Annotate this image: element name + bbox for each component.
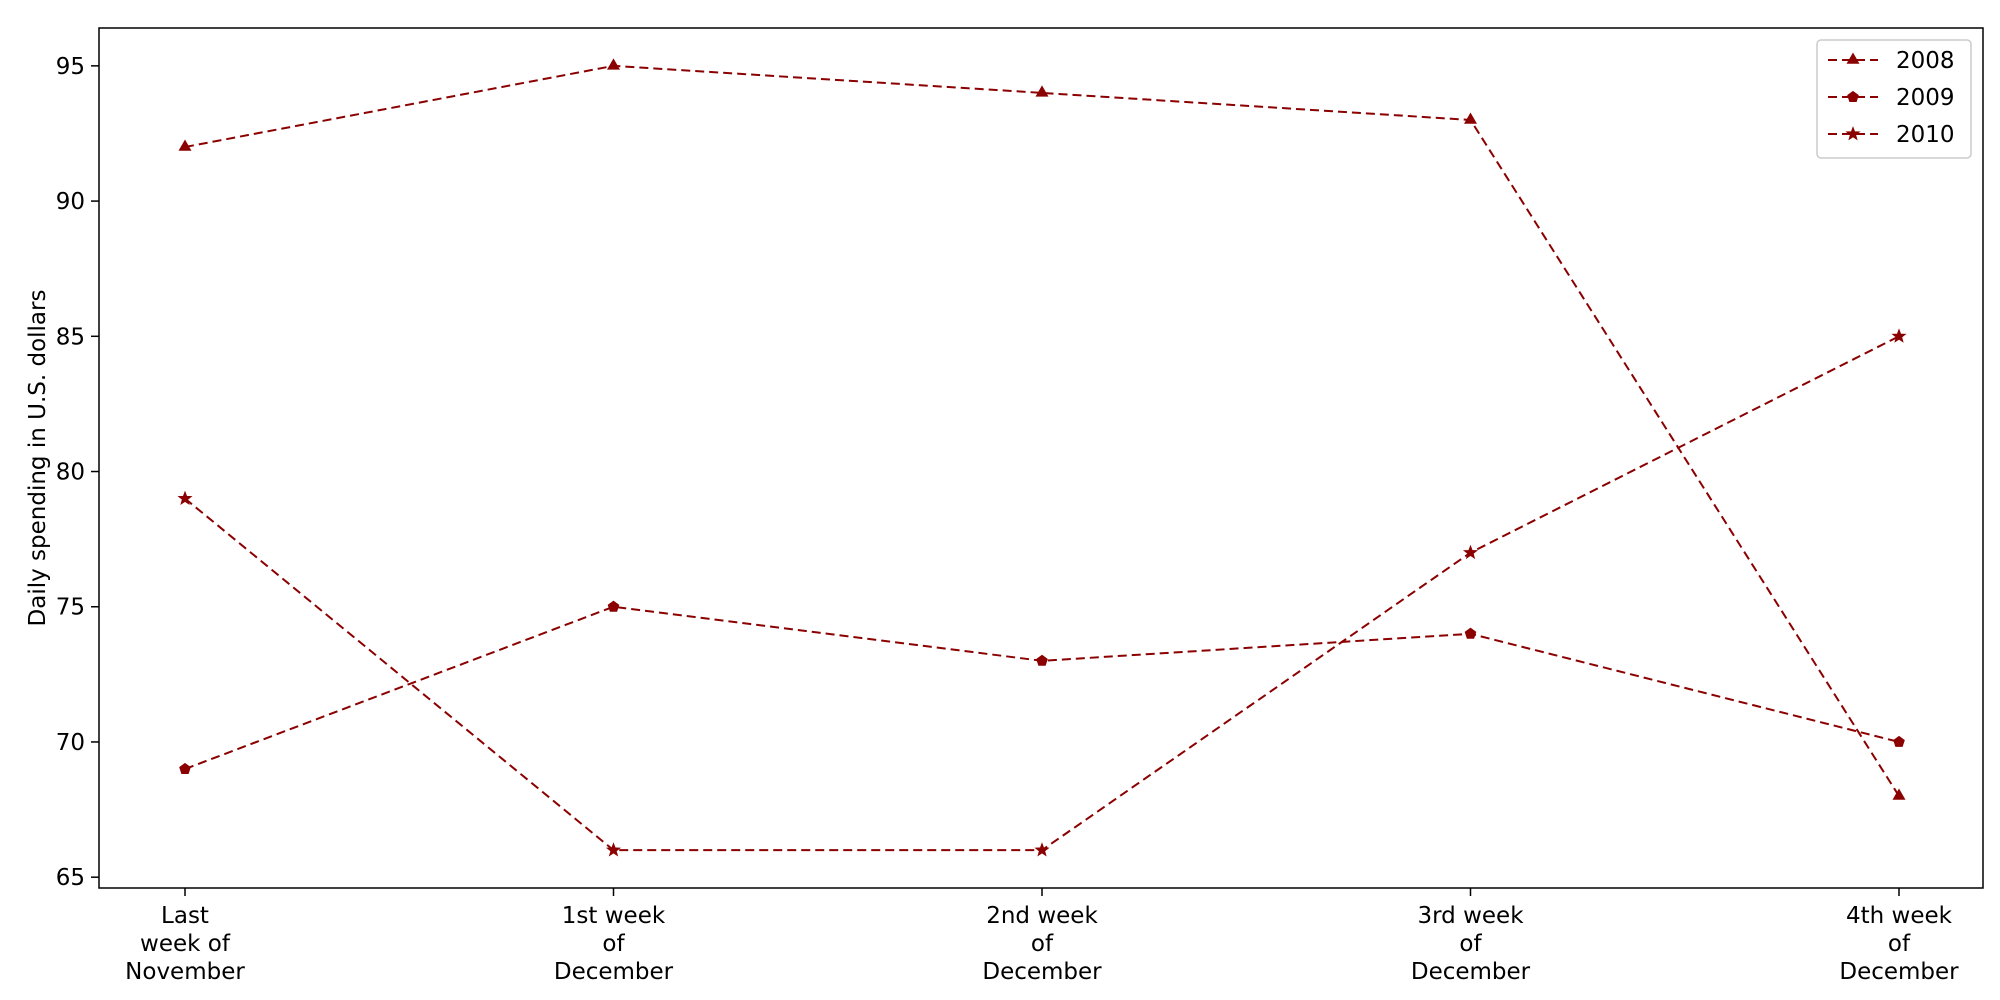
x-tick-label: 2nd week of December [982,903,1102,985]
y-tick-label: 80 [56,460,85,486]
legend-marker [1847,90,1859,102]
data-point [1891,328,1907,343]
y-tick-label: 90 [56,189,85,215]
data-point [177,490,193,505]
legend-label: 2009 [1896,85,1955,111]
series-2010 [177,328,1907,857]
y-tick-label: 70 [56,730,85,756]
x-axis: Last week of November 1st week of December 2nd… [125,888,1959,985]
data-point [178,139,192,151]
data-point [179,762,191,774]
data-point [1462,544,1479,560]
legend-marker [1845,126,1861,141]
series-line [184,605,1900,770]
data-point [1034,842,1050,857]
data-point [605,842,622,857]
legend-frame [1816,39,1972,159]
x-tick-label: 4th week of December [1839,903,1959,985]
y-tick-label: 65 [56,865,85,891]
series-layer [177,58,1907,857]
series-2008 [178,58,1906,800]
data-point [1036,654,1048,666]
y-tick-label: 75 [56,595,85,621]
legend-label: 2010 [1896,122,1955,148]
plot-area-frame [98,27,1984,889]
legend-marker [1846,52,1860,64]
data-point [1464,627,1477,639]
data-point [607,600,620,612]
legend: 2008 2009 2010 [1816,39,1972,159]
data-point [607,58,620,70]
series-2009 [179,600,1905,774]
data-point [1893,735,1905,747]
legend-label: 2008 [1896,48,1955,74]
y-tick-label: 85 [56,324,85,350]
x-tick-label: 3rd week of December [1411,903,1531,985]
y-axis-title: Daily spending in U.S. dollars [25,290,51,627]
series-line [184,64,1900,797]
x-tick-label: Last week of November [125,903,245,985]
x-tick-label: 1st week of December [554,903,674,985]
data-point [1464,112,1477,124]
y-tick-label: 95 [56,54,85,80]
y-axis: 65 70 75 80 85 90 95 [56,54,99,891]
data-point [1035,85,1049,97]
data-point [1892,788,1906,800]
series-line [184,335,1900,852]
